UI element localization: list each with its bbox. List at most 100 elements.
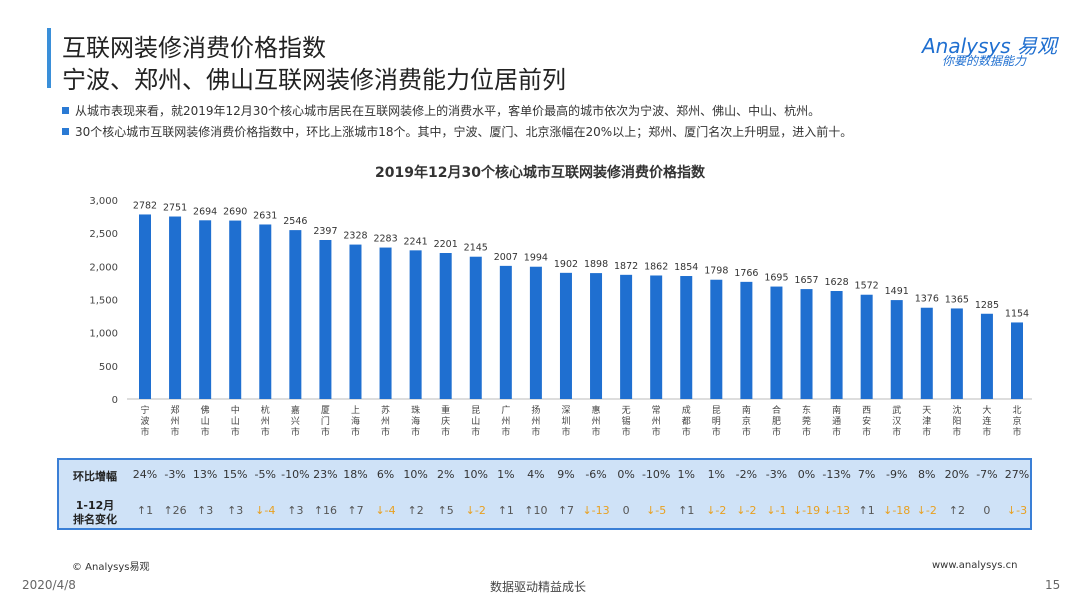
bar-value-label: 2328 (343, 231, 367, 242)
rank-change-cell: ↑7 (347, 504, 364, 517)
rank-change-cell: ↓-2 (916, 504, 937, 517)
chart-title: 2019年12月30个核心城市互联网装修消费价格指数 (375, 165, 705, 181)
bar (740, 281, 753, 399)
x-tick-label: 东莞市 (802, 404, 811, 438)
mom-change-cell: 4% (527, 468, 545, 481)
x-tick-label: 合肥市 (772, 404, 781, 438)
date: 2020/4/8 (22, 578, 76, 592)
mom-change-cell: -3% (765, 468, 788, 481)
bar (890, 300, 903, 399)
x-tick-label: 昆山市 (471, 405, 480, 438)
website-link[interactable]: www.analysys.cn (932, 560, 1018, 571)
rank-change-cell: ↓-13 (582, 504, 610, 517)
bar (499, 265, 512, 399)
y-tick-label: 2,500 (89, 229, 118, 240)
bar-value-label: 1365 (945, 294, 969, 305)
mom-change-cell: 13% (192, 468, 218, 481)
rank-change-cell: ↑5 (437, 504, 454, 517)
bar (319, 239, 332, 399)
x-tick-label: 厦门市 (321, 405, 330, 438)
rank-change-cell: ↓-4 (375, 504, 396, 517)
bar (469, 256, 482, 399)
rank-change-cell: ↓-2 (465, 504, 486, 517)
bar (379, 247, 392, 399)
x-tick-label: 广州市 (501, 404, 510, 438)
x-tick-label: 重庆市 (441, 404, 450, 438)
x-tick-label: 武汉市 (892, 404, 901, 438)
rank-change-cell: 0 (622, 504, 630, 517)
mom-change-cell: 0% (797, 468, 816, 481)
bar-value-label: 2145 (464, 243, 488, 254)
stats-table: 环比增幅 1-12月 排名变化 24% ↑1 -3% ↑26 13% ↑3 15% ↑3 -5%… (57, 458, 1032, 530)
footer-slogan: 数据驱动精益成长 (490, 580, 587, 594)
x-tick-label: 西安市 (862, 405, 871, 438)
rank-change-cell: ↑1 (497, 504, 514, 517)
bar (680, 276, 693, 399)
bar (349, 244, 362, 399)
x-tick-label: 杭州市 (261, 404, 270, 438)
bar-value-label: 1572 (855, 281, 879, 292)
mom-change-cell: 1% (707, 468, 726, 481)
rank-change-cell: ↑26 (163, 504, 187, 517)
rank-change-cell: ↓-5 (646, 504, 667, 517)
x-tick-label: 天津市 (922, 406, 931, 438)
bar (830, 291, 843, 399)
row-label-mom: 环比增幅 (73, 470, 117, 483)
analysys-logo: Analysys 易观 (922, 34, 1058, 58)
bar (650, 275, 663, 399)
x-tick-label: 深圳市 (561, 405, 570, 438)
mom-change-cell: 20% (944, 468, 970, 481)
bar-value-label: 1994 (524, 253, 548, 264)
bar (259, 224, 272, 399)
page-subtitle: 宁波、郑州、佛山互联网装修消费能力位居前列 (62, 66, 566, 94)
mom-change-cell: -2% (735, 468, 758, 481)
bar-value-label: 1154 (1005, 308, 1029, 319)
mom-change-cell: 0% (617, 468, 635, 481)
x-tick-label: 扬州市 (531, 404, 540, 438)
mom-change-cell: -10% (641, 468, 671, 481)
rank-change-cell: ↑1 (858, 504, 875, 517)
bar (289, 230, 302, 399)
bar (529, 266, 542, 399)
bar (950, 308, 963, 399)
x-tick-label: 常州市 (652, 404, 661, 438)
mom-change-cell: -6% (585, 468, 607, 481)
bar-value-label: 1902 (554, 259, 578, 270)
y-tick-label: 500 (99, 362, 118, 373)
mom-change-cell: 9% (557, 468, 575, 481)
bullet-1: 从城市表现来看，就2019年12月30个核心城市居民在互联网装修上的消费水平，客… (62, 102, 820, 119)
mom-change-cell: -7% (976, 468, 998, 481)
bullet-2: 30个核心城市互联网装修消费价格指数中，环比上涨城市18个。其中，宁波、厦门、北… (62, 123, 852, 140)
rank-change-cell: ↑3 (227, 504, 244, 517)
bar-value-label: 1872 (614, 261, 638, 272)
y-tick-label: 1,000 (89, 329, 118, 340)
y-tick-label: 3,000 (89, 196, 118, 207)
mom-change-cell: 15% (222, 468, 248, 481)
bar-value-label: 2751 (163, 203, 187, 214)
bar-value-label: 1491 (885, 286, 909, 297)
x-tick-label: 南京市 (742, 404, 751, 438)
bar (559, 272, 572, 399)
mom-change-cell: 10% (463, 468, 488, 481)
bar-value-label: 1628 (824, 277, 848, 288)
bar-value-label: 1695 (764, 273, 788, 284)
rank-change-cell: ↓-2 (736, 504, 757, 517)
mom-change-cell: 1% (497, 468, 515, 481)
rank-change-cell: 0 (983, 504, 991, 517)
bar-chart: 0 500 1,000 1,500 2,000 2,500 3,000 2782 宁波市 2751… (89, 196, 1032, 438)
x-tick-label: 珠海市 (411, 404, 420, 438)
rank-change-cell: ↑3 (197, 504, 214, 517)
x-tick-label: 成都市 (682, 404, 691, 438)
bar (1011, 322, 1023, 399)
x-tick-label: 佛山市 (201, 404, 210, 438)
mom-change-cell: 7% (857, 468, 876, 481)
bar-value-label: 2782 (133, 200, 157, 211)
y-tick-label: 0 (112, 395, 118, 406)
bar-value-label: 2201 (434, 239, 458, 250)
x-tick-label: 南通市 (832, 404, 841, 438)
bar (860, 294, 873, 399)
rank-change-cell: ↑10 (524, 504, 548, 517)
bar (229, 220, 242, 399)
row-label-rank-a: 1-12月 (75, 499, 115, 512)
rank-change-cell: ↓-2 (706, 504, 727, 517)
